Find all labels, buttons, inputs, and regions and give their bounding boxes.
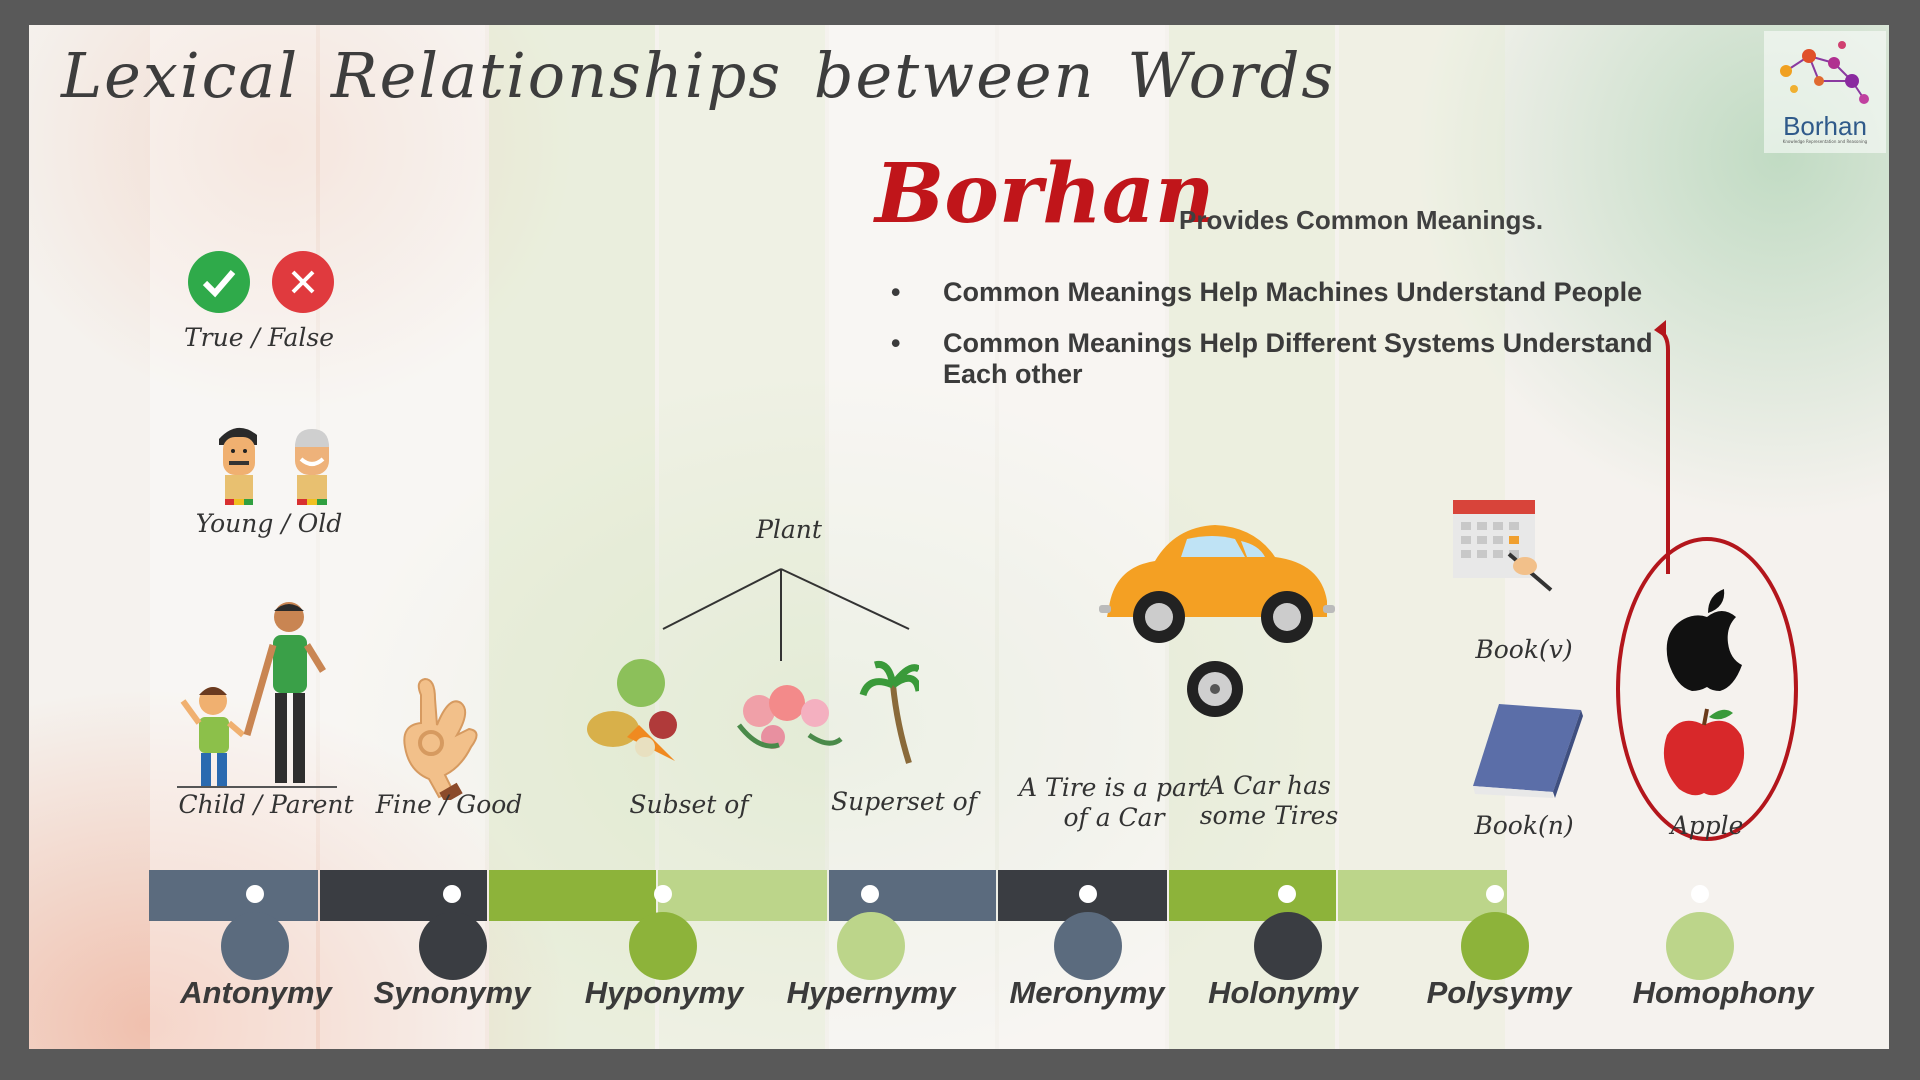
young-old-label: Young / Old	[195, 509, 343, 538]
band-homophony	[1338, 870, 1507, 921]
book-verb-label: Book(v)	[1475, 635, 1573, 664]
knob-holonymy	[1254, 912, 1322, 980]
child-parent-label: Child / Parent	[178, 790, 354, 819]
cross-icon	[272, 251, 334, 313]
red-apple-icon	[1663, 708, 1745, 796]
plant-examples-icons	[587, 659, 919, 764]
calendar-icon	[1453, 500, 1553, 592]
relation-polysymy: Polysymy	[1426, 975, 1572, 1010]
young-old-icons	[219, 427, 329, 505]
borhan-logo: Borhan Knowledge Representation and Reas…	[1764, 31, 1886, 153]
knob-hyponymy	[629, 912, 697, 980]
car-icon	[1099, 525, 1335, 643]
plant-label: Plant	[756, 515, 822, 544]
book-noun-label: Book(n)	[1474, 811, 1574, 840]
logo-subtitle: Knowledge Representation and Reasoning	[1782, 139, 1868, 144]
band-polysemy	[1169, 870, 1336, 921]
brand-name: Borhan	[875, 146, 1215, 242]
relation-homophony: Homophony	[1632, 975, 1814, 1010]
ok-hand-icon	[403, 677, 478, 800]
hole-holonymy	[1278, 885, 1296, 903]
molecule-logo-icon	[1780, 41, 1869, 104]
homophony-highlight-oval	[1616, 537, 1798, 841]
hole-antonymy	[246, 885, 264, 903]
relation-meronymy: Meronymy	[1009, 975, 1165, 1010]
tire-icon	[1187, 661, 1243, 717]
true-false-label: True / False	[183, 323, 334, 352]
relation-holonymy: Holonymy	[1208, 975, 1358, 1010]
young-face-icon	[219, 427, 257, 505]
brand-tagline: Provides Common Meanings.	[1179, 205, 1544, 235]
band-hypernymy	[658, 870, 827, 921]
band-hyponymy	[489, 870, 656, 921]
logo-name: Borhan	[1783, 111, 1867, 141]
hole-hypernymy	[861, 885, 879, 903]
palm-tree-icon	[859, 660, 919, 764]
plant-tree-lines	[662, 568, 910, 661]
hole-hyponymy	[654, 885, 672, 903]
bullet-item: Common Meanings Help Different Systems U…	[869, 328, 1709, 390]
knob-hypernymy	[837, 912, 905, 980]
superset-label: Superset of	[831, 787, 977, 816]
relation-hypernymy: Hypernymy	[786, 975, 956, 1010]
up-arrow-icon	[1654, 320, 1670, 574]
knob-homophony	[1666, 912, 1734, 980]
apple-logo-icon	[1666, 589, 1742, 691]
flowers-icon	[737, 685, 843, 749]
bullet-item: Common Meanings Help Machines Understand…	[869, 277, 1709, 308]
relation-antonymy: Antonymy	[180, 975, 332, 1010]
old-face-icon	[295, 429, 329, 505]
true-false-icons	[188, 251, 334, 313]
knob-antonymy	[221, 912, 289, 980]
relation-hyponymy: Hyponymy	[584, 975, 744, 1010]
meronymy-label: A Tire is a part of a Car	[1019, 773, 1209, 832]
car-tire-icons	[1099, 525, 1335, 717]
slide: Lexical Relationships between Words Borh…	[29, 25, 1889, 1049]
knob-meronymy	[1054, 912, 1122, 980]
check-icon	[188, 251, 250, 313]
hole-homophony	[1691, 885, 1709, 903]
apple-label: Apple	[1670, 811, 1744, 840]
hole-polysemy	[1486, 885, 1504, 903]
child-parent-icons	[177, 602, 337, 788]
parent-icon	[243, 602, 326, 783]
knob-polysemy	[1461, 912, 1529, 980]
bullet-list: Common Meanings Help Machines Understand…	[869, 277, 1709, 410]
holonymy-label: A Car has some Tires	[1199, 771, 1339, 830]
vegetables-icon	[587, 659, 677, 761]
knob-synonymy	[419, 912, 487, 980]
book-icon	[1473, 704, 1583, 798]
band-meronymy	[829, 870, 996, 921]
child-icon	[180, 687, 245, 787]
subset-label: Subset of	[629, 790, 749, 819]
relation-synonymy: Synonymy	[373, 975, 531, 1010]
fine-good-label: Fine / Good	[375, 790, 523, 819]
hole-synonymy	[443, 885, 461, 903]
slide-title: Lexical Relationships between Words	[61, 39, 1336, 112]
hole-meronymy	[1079, 885, 1097, 903]
band-antonymy	[149, 870, 318, 921]
